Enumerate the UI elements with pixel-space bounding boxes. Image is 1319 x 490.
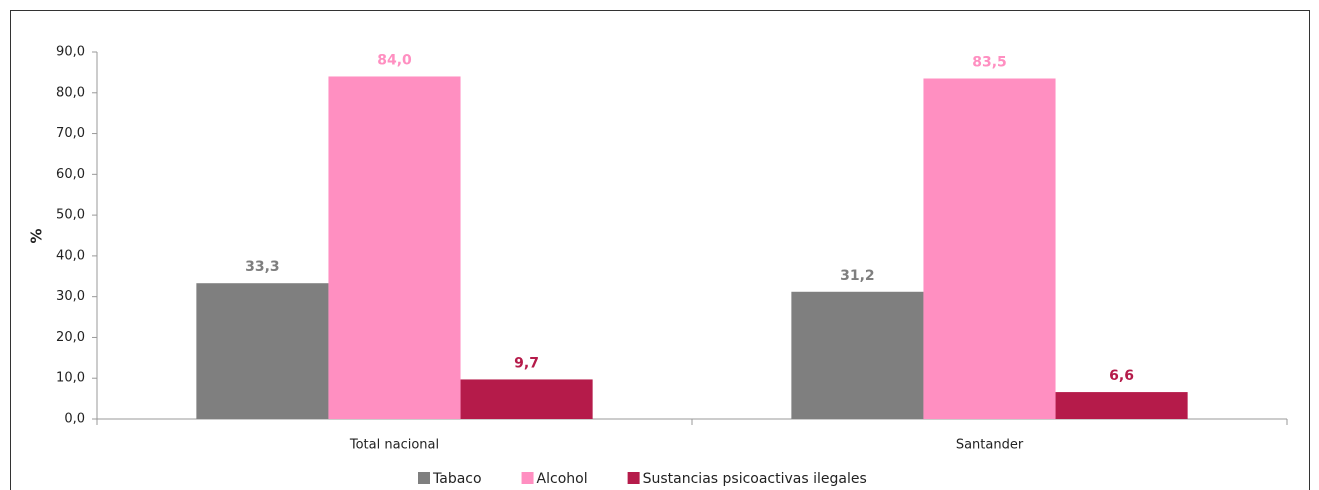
bar: [460, 379, 593, 419]
y-tick-label: 50,0: [56, 208, 85, 223]
y-tick-label: 70,0: [56, 126, 85, 141]
legend-label: Alcohol: [537, 471, 588, 487]
y-tick-label: 90,0: [56, 45, 85, 60]
value-label: 31,2: [840, 268, 875, 284]
legend-label: Tabaco: [432, 471, 482, 487]
legend-label: Sustancias psicoactivas ilegales: [643, 471, 867, 487]
y-tick-label: 0,0: [64, 412, 85, 427]
legend-swatch: [418, 472, 430, 484]
value-label: 83,5: [972, 55, 1007, 71]
y-tick-label: 60,0: [56, 167, 85, 182]
y-axis-label: %: [28, 228, 46, 243]
legend-swatch: [521, 472, 534, 484]
bar: [328, 76, 461, 419]
x-tick-label: Santander: [956, 438, 1024, 453]
legend-swatch: [627, 472, 640, 484]
y-tick-label: 30,0: [56, 289, 85, 304]
value-label: 33,3: [245, 259, 280, 275]
bar: [196, 283, 329, 419]
y-tick-label: 10,0: [56, 371, 85, 386]
y-tick-label: 80,0: [56, 85, 85, 100]
chart-border: [10, 10, 1310, 490]
bar: [923, 78, 1056, 419]
x-tick-label: Total nacional: [349, 438, 439, 453]
bar: [791, 291, 924, 419]
value-label: 6,6: [1109, 368, 1134, 384]
bar: [1055, 392, 1188, 419]
value-label: 84,0: [377, 52, 412, 68]
y-tick-label: 20,0: [56, 330, 85, 345]
y-tick-label: 40,0: [56, 248, 85, 263]
value-label: 9,7: [514, 355, 539, 371]
